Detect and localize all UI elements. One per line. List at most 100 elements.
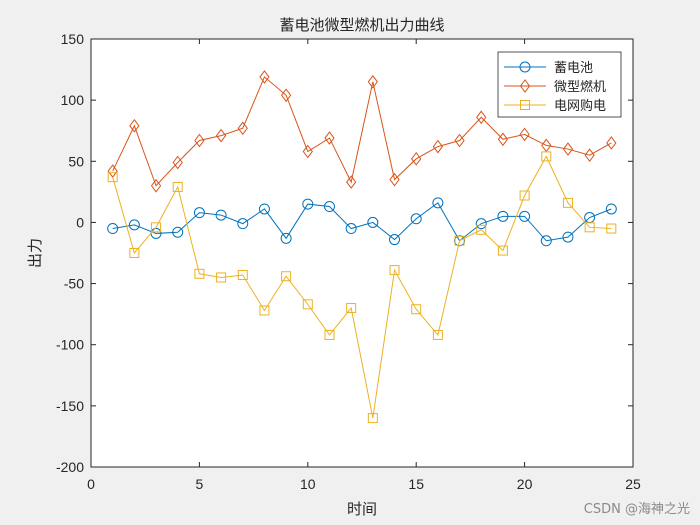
data-point xyxy=(128,219,140,231)
data-point xyxy=(302,144,313,159)
data-point xyxy=(606,223,617,234)
data-point xyxy=(497,132,509,147)
data-point xyxy=(346,303,357,314)
data-point xyxy=(454,235,465,246)
legend-item: 微型燃机 xyxy=(504,79,606,95)
data-point xyxy=(410,213,422,225)
series-2 xyxy=(107,70,617,193)
y-tick-label: 150 xyxy=(61,31,85,47)
data-point xyxy=(476,224,487,235)
data-point xyxy=(541,138,552,153)
data-point xyxy=(345,223,357,235)
data-point xyxy=(411,152,422,166)
y-axis-label: 出力 xyxy=(26,238,44,268)
data-point xyxy=(172,155,183,170)
data-point xyxy=(584,222,595,233)
legend-label: 微型燃机 xyxy=(554,79,606,95)
data-point xyxy=(215,128,227,143)
data-point xyxy=(476,110,487,125)
y-tick-label: 50 xyxy=(68,153,84,169)
data-point xyxy=(367,413,378,424)
data-point xyxy=(302,299,313,310)
chart-marks xyxy=(107,70,617,424)
data-point xyxy=(519,127,530,142)
data-point xyxy=(605,203,617,215)
data-point xyxy=(259,70,270,84)
legend-item: 电网购电 xyxy=(504,98,606,114)
data-point xyxy=(281,271,292,282)
data-point xyxy=(258,203,270,215)
data-point xyxy=(280,88,292,103)
chart-title: 蓄电池微型燃机出力曲线 xyxy=(279,16,444,34)
data-point xyxy=(324,329,335,340)
legend-item: 蓄电池 xyxy=(504,61,593,76)
data-point xyxy=(215,209,227,221)
y-tick-label: -100 xyxy=(56,337,84,353)
data-point xyxy=(324,131,335,145)
legend-marker xyxy=(519,61,531,73)
data-point xyxy=(432,139,444,154)
data-point xyxy=(216,272,227,283)
legend-label: 蓄电池 xyxy=(554,61,593,76)
data-point xyxy=(541,151,552,162)
data-point xyxy=(194,268,205,279)
series-line xyxy=(112,155,612,419)
data-point xyxy=(302,198,314,210)
data-point xyxy=(172,181,183,192)
x-tick-label: 15 xyxy=(408,476,424,492)
legend-box xyxy=(497,51,622,118)
data-point xyxy=(107,172,118,183)
x-tick-label: 25 xyxy=(625,476,641,492)
x-tick-label: 10 xyxy=(300,476,316,492)
data-point xyxy=(172,226,184,238)
series-1 xyxy=(107,197,617,247)
y-tick-label: -150 xyxy=(56,398,84,414)
y-tick-label: 100 xyxy=(61,92,85,108)
data-point xyxy=(389,234,401,246)
data-point xyxy=(194,133,205,148)
data-point xyxy=(367,74,378,89)
data-point xyxy=(280,232,292,244)
data-point xyxy=(259,305,270,316)
data-point xyxy=(562,142,574,156)
data-point xyxy=(432,329,443,340)
data-point xyxy=(454,133,465,148)
data-point xyxy=(193,207,205,219)
data-point xyxy=(540,235,552,247)
data-point xyxy=(129,118,140,133)
legend-label: 电网购电 xyxy=(554,98,606,114)
y-tick-label: 0 xyxy=(76,214,84,230)
watermark-text: CSDN @海神之光 xyxy=(584,502,690,517)
data-point xyxy=(389,265,400,276)
data-point xyxy=(497,245,508,256)
data-point xyxy=(237,121,248,136)
data-point xyxy=(562,231,574,243)
data-point xyxy=(237,270,248,281)
data-point xyxy=(150,178,162,193)
data-point xyxy=(107,164,118,178)
x-tick-label: 5 xyxy=(196,476,204,492)
legend-marker xyxy=(520,100,530,110)
data-point xyxy=(562,197,573,208)
data-point xyxy=(107,223,119,235)
data-point xyxy=(606,136,617,150)
plot-area-frame xyxy=(90,38,634,468)
data-point xyxy=(323,201,335,213)
data-point xyxy=(129,248,140,258)
data-point xyxy=(519,190,530,201)
data-point xyxy=(497,210,509,222)
data-point xyxy=(346,175,357,189)
data-point xyxy=(367,216,379,228)
y-tick-label: -50 xyxy=(64,276,84,292)
data-point xyxy=(389,172,400,187)
data-point xyxy=(237,218,249,230)
data-point xyxy=(411,304,422,315)
x-tick-label: 0 xyxy=(87,476,95,492)
data-point xyxy=(475,218,487,230)
data-point xyxy=(432,197,444,209)
data-point xyxy=(584,148,595,163)
data-point xyxy=(519,210,531,222)
data-point xyxy=(151,222,162,233)
